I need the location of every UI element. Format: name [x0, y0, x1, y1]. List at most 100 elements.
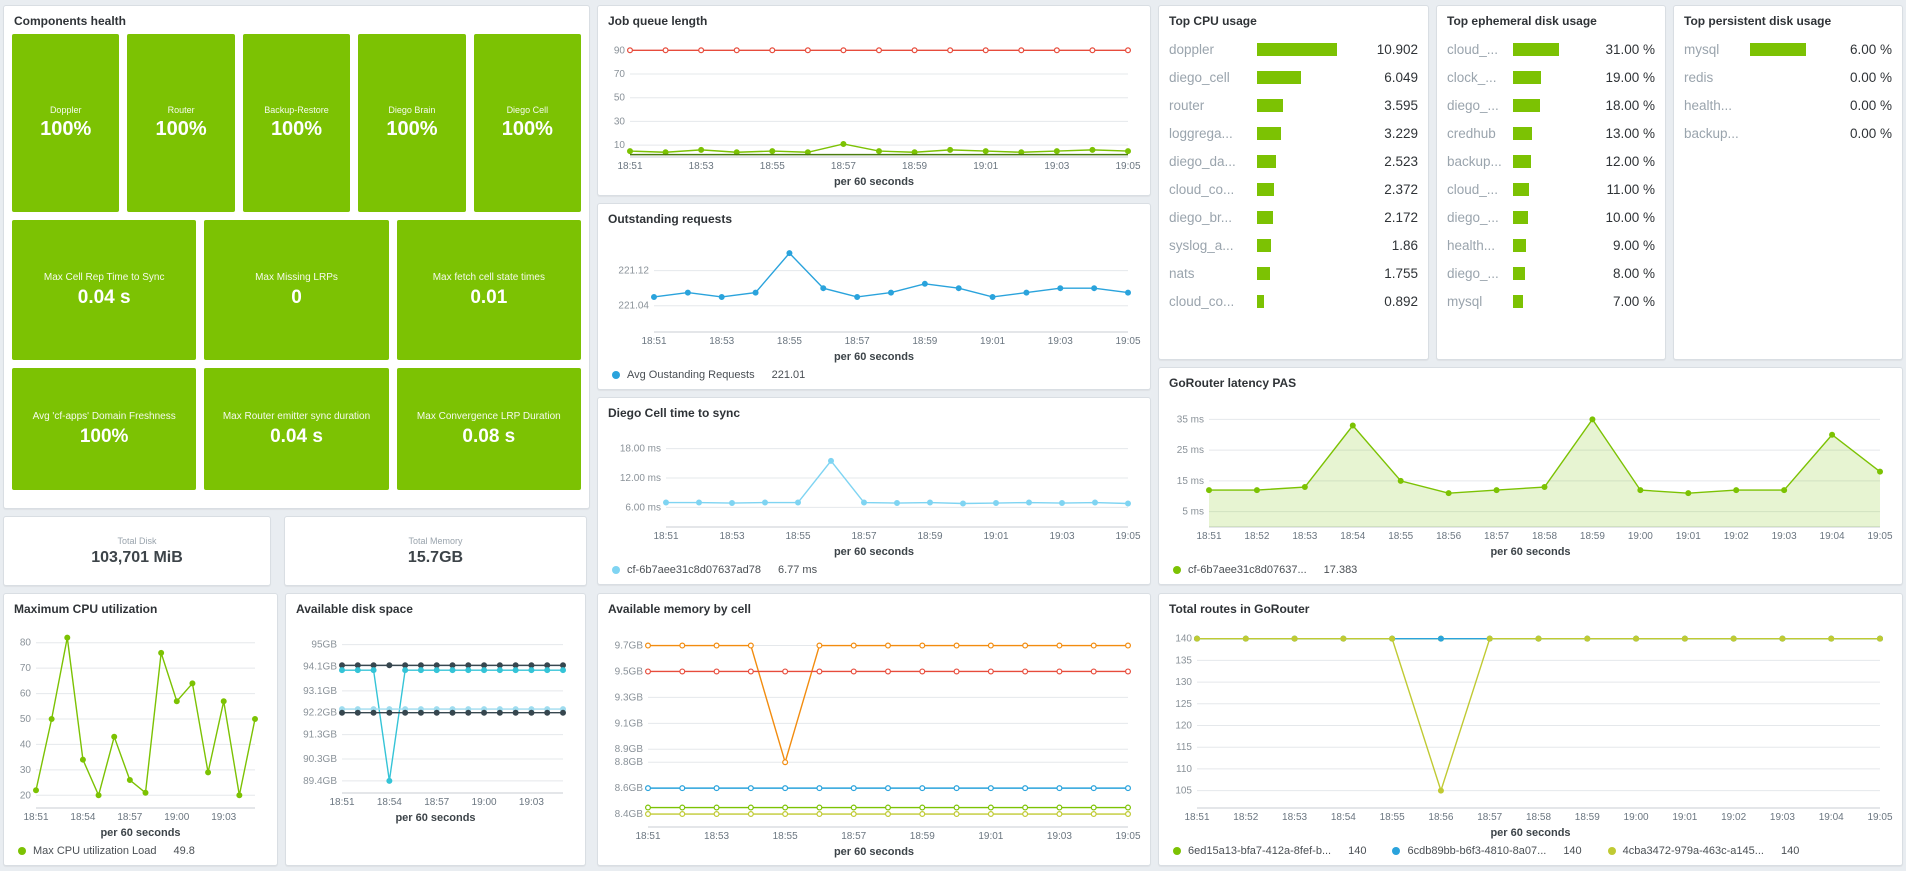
chart-legend[interactable]: Avg Oustanding Requests 221.01	[606, 364, 1142, 383]
svg-text:18:53: 18:53	[689, 161, 714, 172]
total-memory-label: Total Memory	[408, 535, 463, 546]
svg-text:18:52: 18:52	[1244, 531, 1269, 542]
x-axis-label: per 60 seconds	[833, 176, 915, 188]
legend-label: 6cdb89bb-b6f3-4810-8a07...	[1407, 845, 1547, 857]
tile-value: 100%	[79, 425, 129, 447]
metric-row: cloud_co... 0.892	[1169, 290, 1418, 312]
metric-name: loggrega...	[1169, 125, 1233, 141]
component-health-tile[interactable]: Diego Cell 100%	[473, 34, 582, 212]
legend-entry[interactable]: 6ed15a13-bfa7-412a-8fef-b... 140	[1173, 845, 1366, 857]
diego-sync-chart[interactable]: 6.00 ms 12.00 ms 18.00 ms 18:51 18:53 18:55 18…	[606, 426, 1142, 543]
svg-text:19:05: 19:05	[1867, 812, 1892, 823]
usage-bar	[1257, 294, 1264, 308]
x-axis-label: per 60 seconds	[395, 812, 476, 824]
svg-text:18:55: 18:55	[1380, 812, 1405, 823]
svg-text:8.8GB: 8.8GB	[615, 757, 644, 768]
metric-name: syslog_a...	[1169, 237, 1234, 253]
panel-top-ephemeral-disk-usage: Top ephemeral disk usage cloud_... 31.00…	[1436, 5, 1666, 360]
legend-entry[interactable]: 4cba3472-979a-463c-a145... 140	[1607, 845, 1799, 857]
metric-value: 1.755	[1384, 265, 1418, 281]
legend-entry[interactable]: 6cdb89bb-b6f3-4810-8a07... 140	[1392, 845, 1582, 857]
component-health-tile[interactable]: Doppler 100%	[12, 34, 120, 212]
panel-title: GoRouter latency PAS	[1169, 376, 1297, 390]
legend-label: 6ed15a13-bfa7-412a-8fef-b...	[1188, 845, 1332, 857]
top-persistent-list: mysql 6.00 % redis 0.00 % health... 0.00…	[1682, 34, 1894, 148]
available-disk-chart[interactable]: 89.4GB 90.3GB 91.3GB 92.2GB 93.1GB 94.1GB 95GB…	[294, 622, 577, 809]
svg-text:18:53: 18:53	[1292, 531, 1317, 542]
usage-bar-track	[1513, 182, 1559, 196]
component-health-tile[interactable]: Max fetch cell state times 0.01	[396, 220, 581, 360]
component-health-tile[interactable]: Router 100%	[127, 34, 235, 212]
panel-job-queue-length: Job queue length 10 30 50 70 90 18:51 18:53 18:…	[597, 5, 1151, 196]
panel-top-persistent-disk-usage: Top persistent disk usage mysql 6.00 % r…	[1673, 5, 1903, 360]
usage-bar	[1257, 154, 1276, 168]
tile-label: Max Missing LRPs	[255, 271, 338, 283]
metric-row: diego_... 8.00 %	[1447, 262, 1655, 284]
svg-text:95GB: 95GB	[311, 640, 337, 651]
svg-text:70: 70	[20, 663, 32, 674]
component-health-tile[interactable]: Max Router emitter sync duration 0.04 s	[204, 368, 389, 490]
metric-row: diego_... 10.00 %	[1447, 206, 1655, 228]
gorouter-latency-chart[interactable]: 5 ms 15 ms 25 ms 35 ms 18:51 18:52 18:53 18:54 1…	[1167, 396, 1894, 543]
svg-text:19:04: 19:04	[1819, 812, 1844, 823]
total-memory-card[interactable]: Total Memory 15.7GB	[284, 516, 587, 586]
max-cpu-chart[interactable]: 20 30 40 50 60 70 80 18:51 18:54 18:57 19:00 19:03	[12, 622, 269, 824]
chart-legend[interactable]: Max CPU utilization Load 49.8	[12, 840, 269, 859]
svg-text:140: 140	[1175, 634, 1192, 645]
metric-value: 10.902	[1376, 41, 1418, 57]
usage-bar	[1513, 294, 1524, 308]
component-health-tile[interactable]: Avg 'cf-apps' Domain Freshness 100%	[12, 368, 197, 490]
tile-label: Router	[167, 104, 195, 115]
metric-value: 13.00 %	[1605, 125, 1655, 141]
outstanding-requests-chart[interactable]: 221.04 221.12 18:51 18:53 18:55 18:57 18:59 19:…	[606, 232, 1142, 348]
svg-text:18:56: 18:56	[1436, 531, 1461, 542]
total-routes-chart[interactable]: 105 110 115 120 125 130 135 140 18:51 18:52 18:53 1…	[1167, 622, 1894, 824]
usage-bar-track	[1257, 210, 1337, 224]
chart-legend[interactable]: cf-6b7aee31c8d07637... 17.383	[1167, 559, 1894, 578]
usage-bar-track	[1750, 127, 1806, 140]
usage-bar-track	[1750, 42, 1806, 56]
component-health-tile[interactable]: Diego Brain 100%	[358, 34, 466, 212]
svg-text:18:57: 18:57	[1484, 531, 1509, 542]
tile-value: 100%	[40, 118, 92, 141]
legend-value: 49.8	[173, 845, 195, 857]
metric-row: health... 0.00 %	[1684, 94, 1892, 116]
svg-text:8.4GB: 8.4GB	[615, 809, 644, 820]
component-health-tile[interactable]: Max Convergence LRP Duration 0.08 s	[396, 368, 581, 490]
svg-text:18:59: 18:59	[910, 831, 935, 842]
total-disk-card[interactable]: Total Disk 103,701 MiB	[3, 516, 271, 586]
usage-bar-track	[1513, 126, 1559, 140]
svg-text:80: 80	[20, 638, 32, 649]
metric-value: 0.00 %	[1849, 69, 1892, 85]
panel-title: Available memory by cell	[608, 602, 751, 616]
available-memory-chart[interactable]: 8.4GB 8.6GB 8.8GB 8.9GB 9.1GB 9.3GB 9.5GB 9.7GB…	[606, 622, 1142, 843]
svg-text:19:03: 19:03	[1048, 336, 1073, 347]
legend-value: 17.383	[1323, 564, 1358, 576]
panel-title: Maximum CPU utilization	[14, 602, 158, 616]
metric-row: cloud_... 31.00 %	[1447, 38, 1655, 60]
svg-text:19:01: 19:01	[978, 831, 1003, 842]
metric-row: credhub 13.00 %	[1447, 122, 1655, 144]
metric-name: diego_br...	[1169, 209, 1233, 225]
svg-text:60: 60	[20, 689, 32, 700]
metric-name: backup...	[1447, 153, 1502, 169]
job-queue-chart[interactable]: 10 30 50 70 90 18:51 18:53 18:55 18:57 18:59 19:01…	[606, 34, 1142, 173]
legend-color-dot	[1607, 847, 1616, 855]
component-health-tile[interactable]: Max Missing LRPs 0	[204, 220, 389, 360]
tile-value: 0	[291, 286, 302, 308]
metric-row: diego_cell 6.049	[1169, 66, 1418, 88]
svg-text:18:51: 18:51	[329, 797, 354, 808]
component-health-tile[interactable]: Max Cell Rep Time to Sync 0.04 s	[12, 220, 197, 360]
svg-text:18:57: 18:57	[851, 531, 876, 542]
x-axis-label: per 60 seconds	[1490, 827, 1571, 839]
component-health-tile[interactable]: Backup-Restore 100%	[242, 34, 351, 212]
svg-text:19:01: 19:01	[980, 336, 1005, 347]
usage-bar-track	[1750, 71, 1806, 84]
metric-value: 12.00 %	[1605, 153, 1655, 169]
svg-text:9.1GB: 9.1GB	[615, 718, 644, 729]
svg-text:19:02: 19:02	[1724, 531, 1749, 542]
tile-value: 100%	[270, 118, 323, 141]
panel-title: Top persistent disk usage	[1684, 14, 1832, 28]
chart-legend[interactable]: cf-6b7aee31c8d07637ad78 6.77 ms	[606, 559, 1142, 578]
usage-bar	[1513, 70, 1542, 84]
